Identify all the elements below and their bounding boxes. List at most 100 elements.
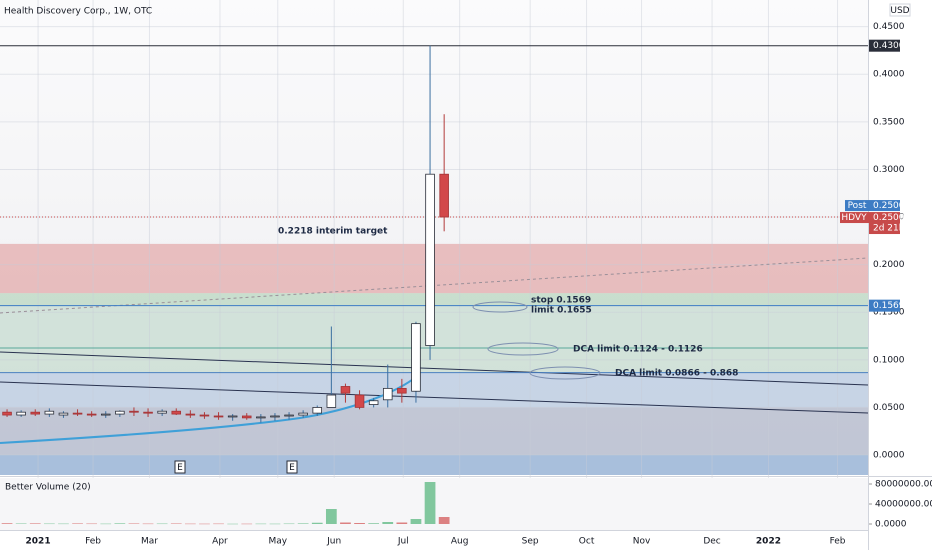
- volume-tick-label: 40000000.0000: [875, 500, 932, 510]
- candle-body: [439, 173, 449, 218]
- earnings-box: [286, 460, 298, 474]
- level-label: 0.1569: [873, 301, 905, 311]
- volume-bar: [410, 519, 422, 524]
- volume-bar: [86, 523, 98, 525]
- zone: [0, 407, 868, 456]
- volume-bar: [213, 523, 224, 525]
- annotation: 0.2218 interim target: [278, 227, 388, 237]
- candle-body: [397, 387, 407, 394]
- volume-tick-label: 80000000.0000: [875, 480, 932, 490]
- candle-body: [227, 415, 238, 418]
- volume-bar: [15, 523, 27, 524]
- trendline: [0, 351, 869, 386]
- trendline: [0, 381, 869, 414]
- candle-body: [30, 411, 41, 415]
- annotation: DCA limit 0.0866 - 0.868: [615, 369, 738, 379]
- y-tick-label: 0.1000: [873, 355, 905, 365]
- volume-bar: [1, 523, 13, 524]
- volume-bar: [424, 482, 436, 524]
- candle-body: [340, 386, 351, 394]
- x-tick-label: Jul: [397, 537, 409, 547]
- candle-body: [100, 413, 111, 416]
- ellipse: [529, 366, 601, 380]
- volume-bar: [227, 523, 239, 525]
- volume-bar: [241, 523, 253, 525]
- candle-body: [129, 410, 139, 413]
- currency: USD: [890, 6, 909, 16]
- volume-bar: [114, 523, 126, 524]
- volume-bar: [156, 523, 168, 525]
- volume-bar: [43, 523, 55, 525]
- x-tick-label: 2022: [756, 537, 781, 547]
- x-tick-label: Sep: [522, 537, 539, 547]
- candle-body: [411, 323, 421, 392]
- volume-bar: [58, 523, 69, 525]
- candle-body: [425, 173, 435, 346]
- candle-body: [2, 411, 12, 416]
- annotation: DCA limit 0.1124 - 0.1126: [573, 345, 703, 355]
- candle-body: [72, 412, 83, 415]
- candle-body: [44, 410, 55, 415]
- volume-bar: [325, 509, 337, 524]
- candle-body: [312, 407, 323, 414]
- volume-tick-label: 0.0000: [875, 520, 907, 530]
- post-label: Post: [848, 201, 867, 211]
- volume-bar: [382, 522, 394, 524]
- below-zero-zone: [0, 455, 868, 475]
- x-tick-label: Mar: [141, 537, 158, 547]
- candle-body: [368, 400, 379, 405]
- candle-body: [171, 410, 182, 415]
- candle-body: [326, 394, 337, 408]
- y-tick-label: 0.1500: [873, 308, 905, 318]
- post-price-box: [869, 200, 900, 212]
- symbol-box: [840, 212, 869, 224]
- y-tick-label: 0.3000: [873, 165, 905, 175]
- volume-bar: [297, 523, 309, 524]
- x-tick-label: May: [268, 537, 287, 547]
- candle-body: [115, 410, 125, 415]
- candle-body: [58, 412, 69, 416]
- post-box: [845, 200, 869, 212]
- candle-body: [298, 412, 308, 416]
- candle-body: [16, 411, 26, 416]
- volume-bar: [368, 523, 380, 524]
- price-box: [869, 212, 900, 235]
- x-tick-label: Feb: [85, 537, 101, 547]
- ellipse: [487, 342, 559, 356]
- volume-bar: [199, 523, 210, 525]
- volume-bar: [142, 523, 154, 525]
- volume-bar: [255, 523, 267, 525]
- candle-body: [157, 410, 167, 414]
- level-label-box: [869, 299, 900, 312]
- y-tick-label: 0.2000: [873, 260, 905, 270]
- countdown: 2d 21h: [873, 224, 904, 234]
- ellipse: [472, 301, 528, 313]
- candle-body: [143, 411, 153, 414]
- candle-body: [284, 414, 294, 417]
- last-price: 0.2500: [873, 213, 905, 223]
- y-tick-label: 0.0500: [873, 403, 905, 413]
- moving-average: [0, 379, 413, 444]
- volume-bar: [184, 523, 196, 525]
- x-tick-label: Nov: [633, 537, 651, 547]
- x-tick-label: Feb: [830, 537, 846, 547]
- post-price: 0.2500: [873, 201, 905, 211]
- candle-body: [382, 387, 393, 401]
- candle-body: [270, 415, 280, 418]
- volume-bar: [340, 522, 351, 524]
- zone: [0, 372, 868, 408]
- earnings-marker: E: [177, 463, 183, 473]
- x-tick-label: Jun: [326, 537, 341, 547]
- earnings-marker: E: [289, 463, 295, 473]
- volume-bar: [269, 523, 281, 525]
- symbol: HDVY: [841, 213, 867, 223]
- volume-bar: [396, 522, 408, 524]
- chart-title: Health Discovery Corp., 1W, OTC: [4, 7, 152, 17]
- currency-box: [889, 3, 911, 17]
- y-tick-label: 0.4500: [873, 22, 905, 32]
- x-tick-label: Apr: [212, 537, 228, 547]
- level-label-box: [869, 39, 900, 52]
- candle-body: [199, 414, 210, 417]
- volume-bar: [72, 523, 83, 524]
- x-tick-label: 2021: [26, 537, 51, 547]
